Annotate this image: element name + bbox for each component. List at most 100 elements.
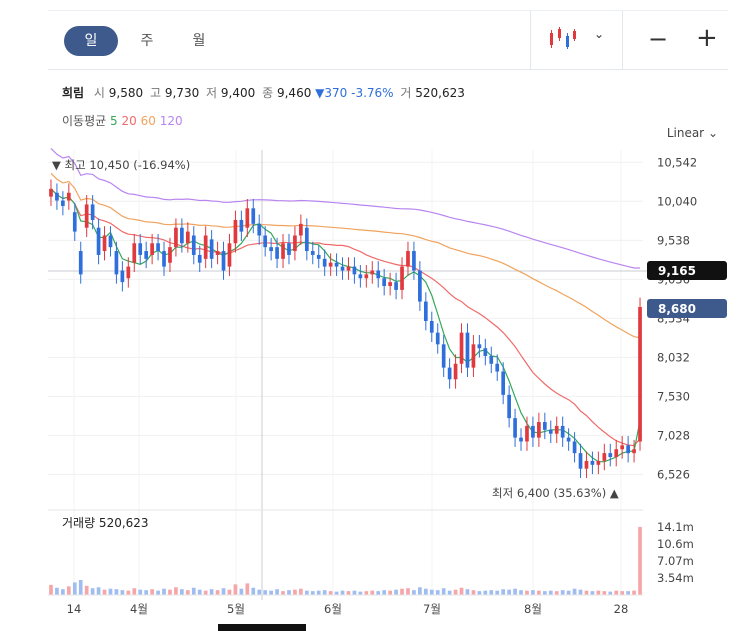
max-annotation: ▼ 최고 10,450 (-16.94%): [52, 158, 190, 172]
volume-bar: [257, 589, 262, 595]
y-tick-label: 10,542: [657, 155, 697, 169]
volume-bar: [364, 591, 369, 595]
candle-body: [429, 321, 434, 333]
candle-body: [281, 243, 285, 259]
candle-body: [376, 270, 381, 279]
candle-body: [150, 243, 154, 255]
candle-body: [185, 231, 190, 244]
volume-bar: [322, 590, 327, 595]
scale-selector[interactable]: Linear ⌄: [667, 126, 718, 140]
ma60-label[interactable]: 60: [140, 114, 156, 128]
volume-title: 거래량 520,623: [62, 516, 149, 530]
candle-body: [388, 282, 392, 287]
volume-bar: [412, 590, 416, 595]
candle-body: [453, 363, 458, 380]
volume-tick-label: 3.54m: [657, 571, 694, 585]
candle-body: [632, 449, 636, 454]
zoom-out-button[interactable]: −: [648, 25, 669, 53]
volume-bar: [269, 590, 273, 595]
candle-body: [102, 235, 107, 252]
volume-bar: [72, 582, 77, 595]
candle-body: [90, 204, 95, 220]
candle-body: [78, 251, 83, 275]
candle-body: [471, 344, 476, 368]
candle-body: [257, 223, 262, 236]
volume-bar: [144, 590, 149, 595]
scale-label: Linear: [666, 126, 705, 140]
volume-bar: [293, 589, 297, 595]
volume-bar: [346, 591, 351, 595]
close-value: 9,460: [276, 86, 312, 100]
candle-body: [275, 247, 279, 259]
volume-bar: [566, 590, 571, 595]
volume-bar: [531, 590, 535, 595]
candle-body: [162, 251, 166, 267]
volume-bar: [418, 587, 422, 595]
candle-body: [180, 227, 184, 244]
candle-body: [626, 445, 630, 454]
x-tick-label: 14: [67, 602, 82, 616]
candle-body: [495, 363, 500, 372]
tab-month[interactable]: 월: [192, 33, 206, 49]
candle-body: [328, 262, 333, 267]
low-label: 저: [206, 86, 218, 100]
candle-body: [209, 239, 214, 259]
volume-bar: [507, 589, 511, 595]
ma120-label[interactable]: 120: [159, 114, 183, 128]
candle-body: [406, 251, 410, 267]
volume-bar: [608, 591, 613, 595]
volume-bar: [299, 588, 303, 595]
volume-bar: [96, 587, 101, 595]
volume-bar: [275, 589, 279, 595]
volume-bar: [66, 586, 71, 595]
candlestick-icon[interactable]: [548, 27, 578, 56]
volume-bar: [49, 584, 53, 595]
volume-bar: [334, 591, 339, 595]
chart-toolbar: 일 주 월 ⌄ − +: [48, 10, 728, 70]
candle-body: [108, 235, 113, 248]
candle-body: [519, 437, 523, 442]
volume-bar: [388, 590, 392, 595]
candle-body: [560, 425, 565, 438]
candle-body: [412, 251, 416, 271]
volume-bar: [620, 591, 625, 595]
volume-bar: [132, 588, 137, 595]
candle-body: [227, 243, 232, 267]
candle-body: [346, 266, 351, 271]
zoom-in-button[interactable]: +: [696, 23, 718, 53]
low-value: 9,400: [220, 86, 256, 100]
volume-bar: [55, 587, 59, 595]
chevron-down-icon[interactable]: ⌄: [594, 27, 605, 41]
volume-bar: [537, 590, 541, 595]
candle-body: [525, 425, 529, 442]
volume-label: 거: [400, 86, 412, 100]
volume-bar: [209, 589, 214, 595]
tab-week[interactable]: 주: [140, 33, 154, 49]
y-tick-label: 9,538: [657, 233, 690, 247]
volume-bar: [441, 588, 446, 595]
candle-body: [221, 251, 226, 271]
candle-body: [132, 243, 137, 263]
volume-bar: [120, 590, 125, 595]
candle-body: [483, 348, 488, 356]
volume-bar: [429, 589, 434, 595]
ma20-label[interactable]: 20: [121, 114, 137, 128]
candle-body: [245, 208, 250, 228]
candle-body: [269, 247, 273, 252]
tab-day[interactable]: 일: [64, 26, 118, 56]
volume-bar: [180, 589, 184, 595]
x-tick-label: 28: [614, 602, 629, 616]
candle-body: [84, 204, 89, 228]
volume-value: 520,623: [415, 86, 465, 100]
volume-bar: [281, 591, 285, 595]
stock-name: 희림: [62, 86, 85, 100]
candle-body: [566, 437, 571, 442]
volume-bar: [406, 588, 410, 595]
ma5-label[interactable]: 5: [110, 114, 118, 128]
candle-body: [554, 425, 559, 434]
min-annotation: 최저 6,400 (35.63%) ▲: [492, 486, 619, 500]
volume-bar: [287, 590, 291, 595]
volume-bar: [90, 588, 95, 595]
candle-body: [542, 422, 547, 430]
